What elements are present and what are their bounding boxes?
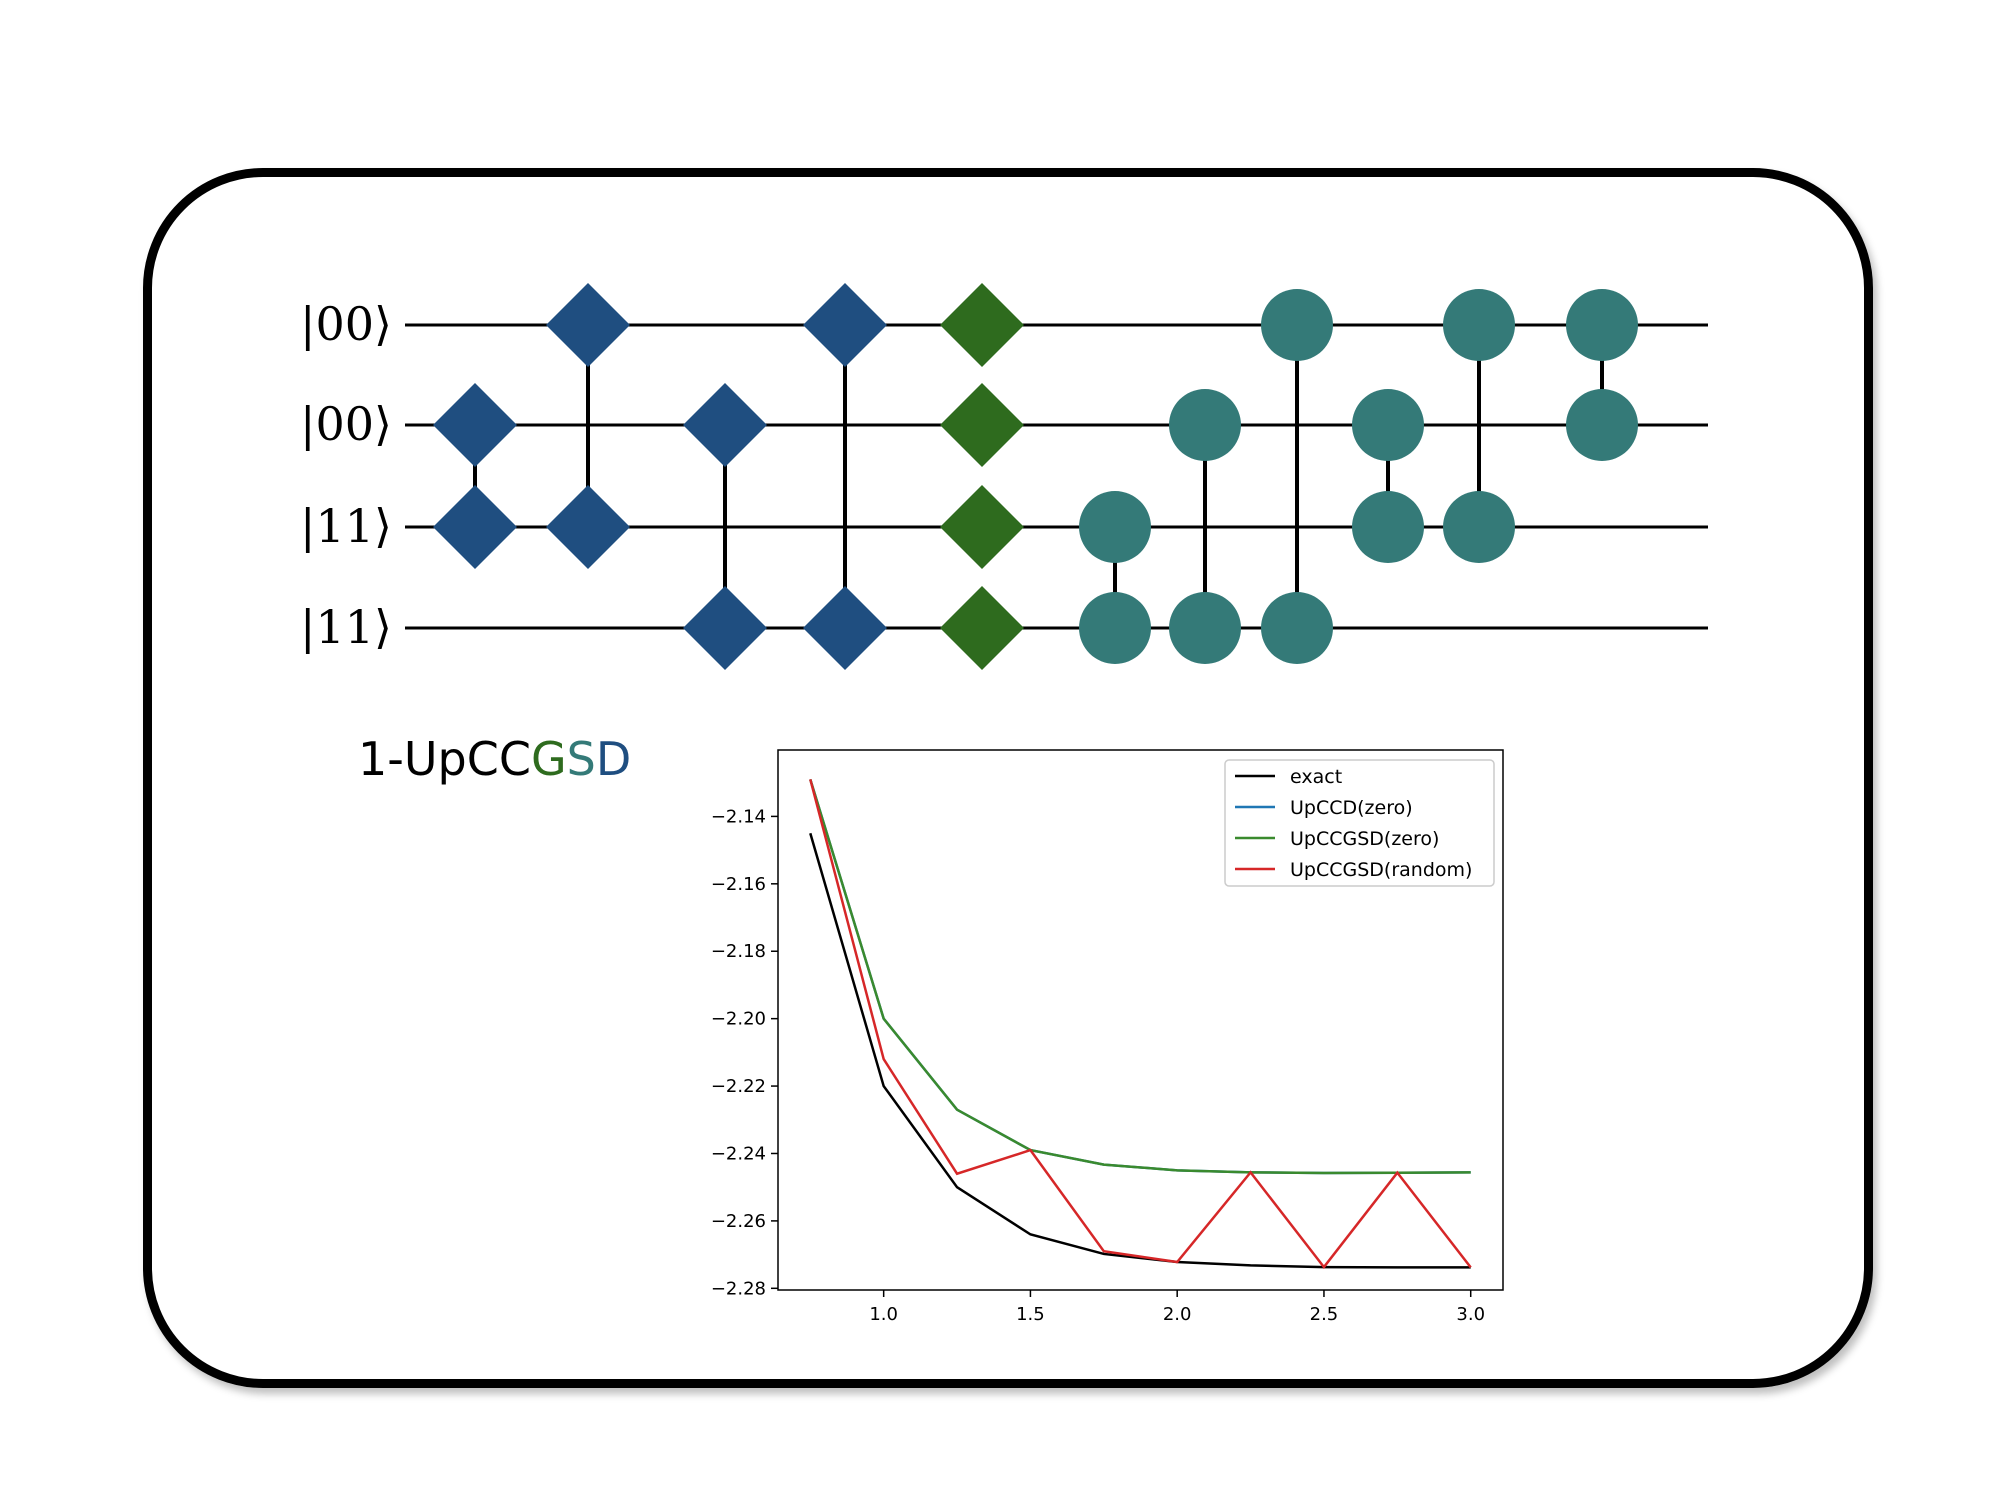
gate-3: [683, 383, 767, 670]
y-tick-label: −2.16: [711, 874, 766, 895]
title-letter-g: G: [530, 732, 567, 786]
circuit-gates: [433, 283, 1638, 670]
series-line-exact: [809, 832, 1471, 1269]
diamond-node: [683, 383, 767, 467]
diamond-node: [546, 485, 630, 569]
diamond-node: [940, 383, 1024, 467]
y-ticks: −2.14 −2.16 −2.18 −2.20 −2.22 −2.24 −2.26 −2.28: [711, 806, 778, 1299]
gate-7: [1169, 389, 1241, 664]
legend-label: exact: [1290, 766, 1342, 788]
ket-label-1: |00⟩: [300, 297, 392, 351]
ket-labels: |00⟩ |00⟩ |11⟩ |11⟩: [300, 297, 392, 654]
diamond-node: [546, 283, 630, 367]
x-tick-label: 1.0: [869, 1304, 898, 1325]
legend-label: UpCCGSD(zero): [1290, 828, 1439, 850]
series-lines: [809, 778, 1472, 1270]
gate-4: [803, 283, 887, 670]
legend-item: UpCCGSD(random): [1235, 859, 1472, 881]
y-tick-label: −2.14: [711, 806, 766, 827]
x-tick-label: 2.5: [1310, 1304, 1339, 1325]
circle-node: [1079, 491, 1151, 563]
series-line-upccgsd-random: [809, 779, 1472, 1270]
gate-8: [1261, 289, 1333, 664]
series-line-upccgsd-zero: [809, 778, 1471, 1175]
gate-1: [433, 383, 517, 569]
x-tick-label: 2.0: [1163, 1304, 1192, 1325]
legend-items: exact UpCCD(zero) UpCCGSD(zero) UpCCGSD(ran…: [1235, 766, 1472, 881]
x-tick-label: 1.5: [1016, 1304, 1045, 1325]
legend-box: [1224, 759, 1495, 887]
title-letter-d: D: [595, 732, 632, 786]
title-letter-s: S: [566, 732, 596, 786]
gate-11: [1566, 289, 1638, 461]
legend-item: exact: [1235, 766, 1342, 788]
y-tick-label: −2.18: [711, 941, 766, 962]
circle-node: [1352, 389, 1424, 461]
y-tick-label: −2.22: [711, 1076, 766, 1097]
gate-9: [1352, 389, 1424, 563]
diamond-node: [433, 383, 517, 467]
circle-node: [1443, 491, 1515, 563]
circle-node: [1169, 592, 1241, 664]
diamond-node: [940, 485, 1024, 569]
circle-node: [1261, 289, 1333, 361]
circle-node: [1566, 289, 1638, 361]
gate-5: [940, 283, 1024, 670]
diamond-node: [683, 586, 767, 670]
gate-2: [546, 283, 630, 569]
ket-label-2: |00⟩: [300, 397, 392, 451]
circle-node: [1261, 592, 1333, 664]
circle-node: [1443, 289, 1515, 361]
legend-label: UpCCGSD(random): [1290, 859, 1472, 881]
y-tick-label: −2.24: [711, 1143, 766, 1164]
circle-node: [1169, 389, 1241, 461]
circle-node: [1352, 491, 1424, 563]
diamond-node: [940, 283, 1024, 367]
circle-node: [1566, 389, 1638, 461]
y-tick-label: −2.26: [711, 1211, 766, 1232]
legend-item: UpCCD(zero): [1235, 797, 1413, 819]
ket-label-4: |11⟩: [300, 600, 392, 654]
x-ticks: 1.0 1.5 2.0 2.5 3.0: [869, 1290, 1485, 1325]
y-tick-label: −2.28: [711, 1278, 766, 1299]
title-prefix: 1-UpCC: [358, 732, 531, 786]
ansatz-title: 1-UpCCGSD: [358, 732, 631, 786]
legend: exact UpCCD(zero) UpCCGSD(zero) UpCCGSD(ran…: [1224, 759, 1495, 887]
gate-10: [1443, 289, 1515, 563]
x-tick-label: 3.0: [1456, 1304, 1485, 1325]
gate-6: [1079, 491, 1151, 664]
circle-node: [1079, 592, 1151, 664]
legend-item: UpCCGSD(zero): [1235, 828, 1439, 850]
diamond-node: [940, 586, 1024, 670]
diamond-node: [803, 586, 887, 670]
diamond-node: [803, 283, 887, 367]
quantum-circuit: |00⟩ |00⟩ |11⟩ |11⟩: [300, 283, 1708, 670]
diamond-node: [433, 485, 517, 569]
y-tick-label: −2.20: [711, 1009, 766, 1030]
rounded-frame: [143, 168, 1873, 1388]
legend-label: UpCCD(zero): [1290, 797, 1413, 819]
ket-label-3: |11⟩: [300, 499, 392, 553]
